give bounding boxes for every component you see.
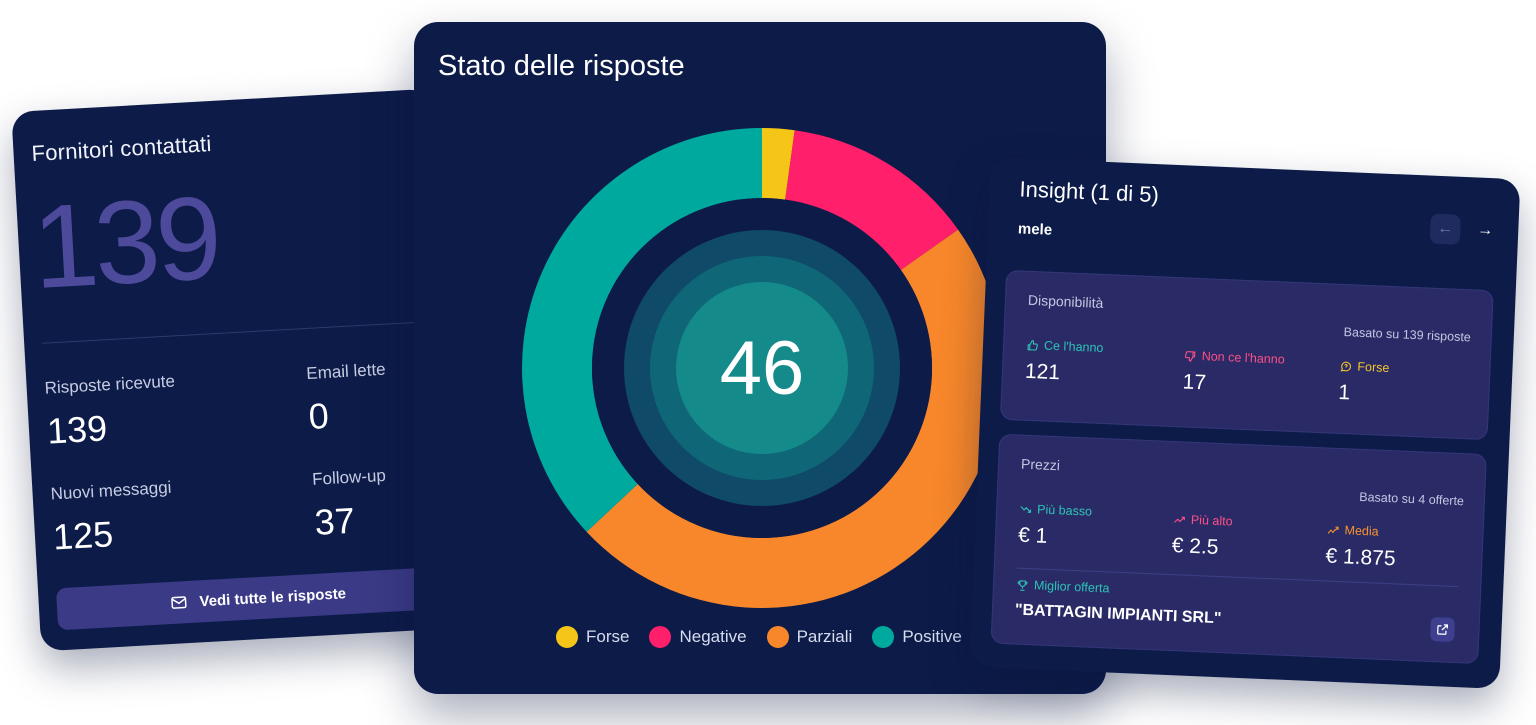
donut-center-value: 46 (720, 326, 805, 411)
price-value: € 1 (1017, 523, 1048, 548)
best-offer-header: Miglior offerta (1016, 578, 1110, 596)
stat-value: 139 (45, 407, 109, 452)
trend-up-icon (1174, 516, 1185, 523)
availability-have-it: Ce l'hanno 121 (1024, 338, 1103, 387)
availability-label: Non ce l'hanno (1201, 349, 1285, 367)
best-offer-value: "BATTAGIN IMPIANTI SRL" (1014, 601, 1222, 628)
donut-slice-forse (762, 128, 795, 200)
suppliers-card-title: Fornitori contattati (30, 131, 213, 167)
stat-value: 37 (313, 499, 356, 543)
legend-swatch (872, 626, 895, 648)
legend-swatch (649, 626, 672, 648)
donut-slice-positive (522, 128, 762, 532)
prices-panel: Prezzi Basato su 4 offerte Più basso € 1… (990, 433, 1487, 664)
availability-value: 17 (1182, 370, 1207, 395)
availability-label: Ce l'hanno (1043, 338, 1104, 355)
insight-card: Insight (1 di 5) mele ← → Disponibilità … (969, 157, 1521, 689)
best-offer-open-button[interactable] (1430, 616, 1456, 642)
stat-responses-received: Risposte ricevute 139 (44, 371, 178, 452)
legend-item-forse: Forse (556, 626, 629, 648)
response-status-donut-chart: 46 (522, 128, 994, 608)
donut-slice-negative (785, 130, 959, 270)
trophy-icon (1017, 579, 1028, 591)
stat-label: Risposte ricevute (44, 371, 176, 398)
price-label: Media (1344, 523, 1379, 539)
insight-title: Insight (1 di 5) (1019, 176, 1160, 208)
donut-slice-parziali (586, 229, 994, 608)
insight-next-button[interactable]: → (1470, 215, 1501, 246)
thumbs-down-icon (1184, 350, 1196, 362)
stat-emails-read: Email lette 0 (306, 360, 389, 438)
insight-prev-button[interactable]: ← (1429, 213, 1461, 245)
average-icon (1327, 526, 1339, 534)
trend-down-icon (1020, 505, 1032, 513)
price-value: € 2.5 (1171, 534, 1219, 559)
price-highest: Più alto € 2.5 (1171, 512, 1233, 560)
stat-label: Nuovi messaggi (50, 477, 172, 504)
price-label: Più basso (1036, 502, 1093, 519)
availability-panel: Disponibilità Basato su 139 risposte Ce … (999, 269, 1494, 441)
best-offer-label: Miglior offerta (1033, 578, 1110, 596)
legend-item-parziali: Parziali (766, 626, 853, 648)
stat-value: 0 (307, 394, 330, 437)
stat-label: Email lette (305, 359, 387, 384)
prices-title: Prezzi (1020, 455, 1061, 474)
legend-label: Negative (679, 627, 747, 646)
suppliers-total: 139 (29, 171, 222, 315)
external-link-icon (1437, 624, 1449, 635)
availability-value: 1 (1337, 380, 1351, 405)
mail-icon (170, 596, 187, 609)
view-all-responses-button[interactable]: Vedi tutte le risposte (55, 565, 460, 631)
legend-item-positive: Positive (872, 626, 962, 648)
insight-product: mele (1017, 220, 1053, 239)
chart-legend: Forse Negative Parziali Positive (556, 626, 962, 648)
question-icon (1340, 361, 1351, 372)
legend-label: Forse (586, 627, 630, 646)
availability-label: Forse (1357, 359, 1390, 375)
legend-item-negative: Negative (649, 626, 747, 648)
thumbs-up-icon (1027, 339, 1038, 351)
suppliers-contacted-card: Fornitori contattati 139 Risposte ricevu… (11, 88, 461, 652)
price-value: € 1.875 (1325, 544, 1396, 571)
stat-follow-up: Follow-up 37 (312, 466, 390, 544)
stat-value: 125 (51, 513, 115, 558)
legend-swatch (556, 626, 578, 648)
legend-swatch (766, 626, 789, 648)
view-all-responses-label: Vedi tutte le risposte (199, 584, 347, 610)
availability-based-on: Basato su 139 risposte (1343, 325, 1472, 345)
divider (42, 320, 444, 344)
arrow-right-icon: → (1476, 221, 1494, 240)
availability-title: Disponibilità (1027, 291, 1104, 311)
prices-based-on: Basato su 4 offerte (1359, 489, 1465, 509)
availability-dont-have-it: Non ce l'hanno 17 (1182, 348, 1285, 398)
stat-label: Follow-up (311, 465, 387, 489)
legend-label: Positive (902, 627, 962, 646)
response-status-title: Stato delle risposte (438, 50, 685, 82)
response-status-card: Stato delle risposte 46 Forse Negative Par… (414, 22, 1106, 694)
availability-value: 121 (1024, 359, 1061, 385)
price-lowest: Più basso € 1 (1018, 502, 1093, 551)
legend-label: Parziali (796, 627, 853, 646)
price-label: Più alto (1190, 512, 1233, 529)
arrow-left-icon: ← (1436, 219, 1454, 238)
stat-new-messages: Nuovi messaggi 125 (50, 478, 175, 559)
price-average: Media € 1.875 (1325, 523, 1397, 572)
donut-ring-inner (676, 282, 848, 454)
availability-maybe: Forse 1 (1338, 359, 1390, 407)
